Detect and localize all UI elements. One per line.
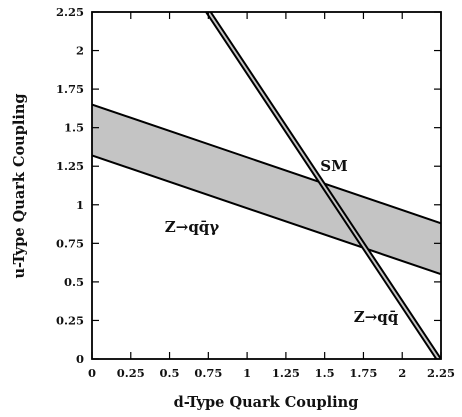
band-z-qqgamma-upper-edge	[92, 103, 441, 225]
y-tick-label: 0	[76, 352, 84, 366]
y-tick-label: 0.25	[56, 313, 84, 327]
band-z-qqgamma-lower-edge	[92, 154, 441, 276]
y-tick-label: 1.5	[64, 121, 84, 135]
band-z-qq-upper-edge	[209, 12, 441, 359]
x-axis-title: d-Type Quark Coupling	[174, 394, 359, 411]
y-tick-label: 0.75	[56, 236, 84, 250]
y-tick-label: 1.75	[56, 82, 84, 96]
y-tick-label: 2	[76, 44, 84, 58]
plot-frame	[91, 11, 442, 360]
x-tick-label: 1.25	[272, 366, 300, 380]
band-z-qqgamma-fill	[92, 104, 441, 275]
x-tick-label: 2.25	[427, 366, 455, 380]
x-tick-label: 1.5	[315, 366, 335, 380]
bands-layer	[92, 12, 441, 359]
ticks-layer: 0 0.25 0.5 0.75 1 1.25 1.5 1.75 2 2.25 0 0.25 0.5 0.7…	[56, 5, 455, 380]
x-tick-label: 0.5	[160, 366, 180, 380]
y-tick-label: 1.25	[56, 159, 84, 173]
annotation-sm: SM	[320, 157, 347, 175]
y-tick-label: 2.25	[56, 5, 84, 19]
x-tick-label: 2	[398, 366, 406, 380]
x-tick-label: 1.75	[349, 366, 377, 380]
y-tick-label: 0.5	[64, 275, 84, 289]
band-z-qq-lower-edge	[205, 12, 438, 359]
y-tick-label: 1	[76, 198, 84, 212]
y-axis-title: u-Type Quark Coupling	[11, 93, 28, 278]
annotation-z-qq: Z→qq̄	[354, 308, 399, 326]
x-tick-label: 0.75	[194, 366, 222, 380]
x-tick-label: 0.25	[117, 366, 145, 380]
x-tick-label: 0	[88, 366, 96, 380]
annotation-z-qqgamma: Z→qq̄γ	[165, 218, 219, 236]
x-tick-label: 1	[243, 366, 251, 380]
